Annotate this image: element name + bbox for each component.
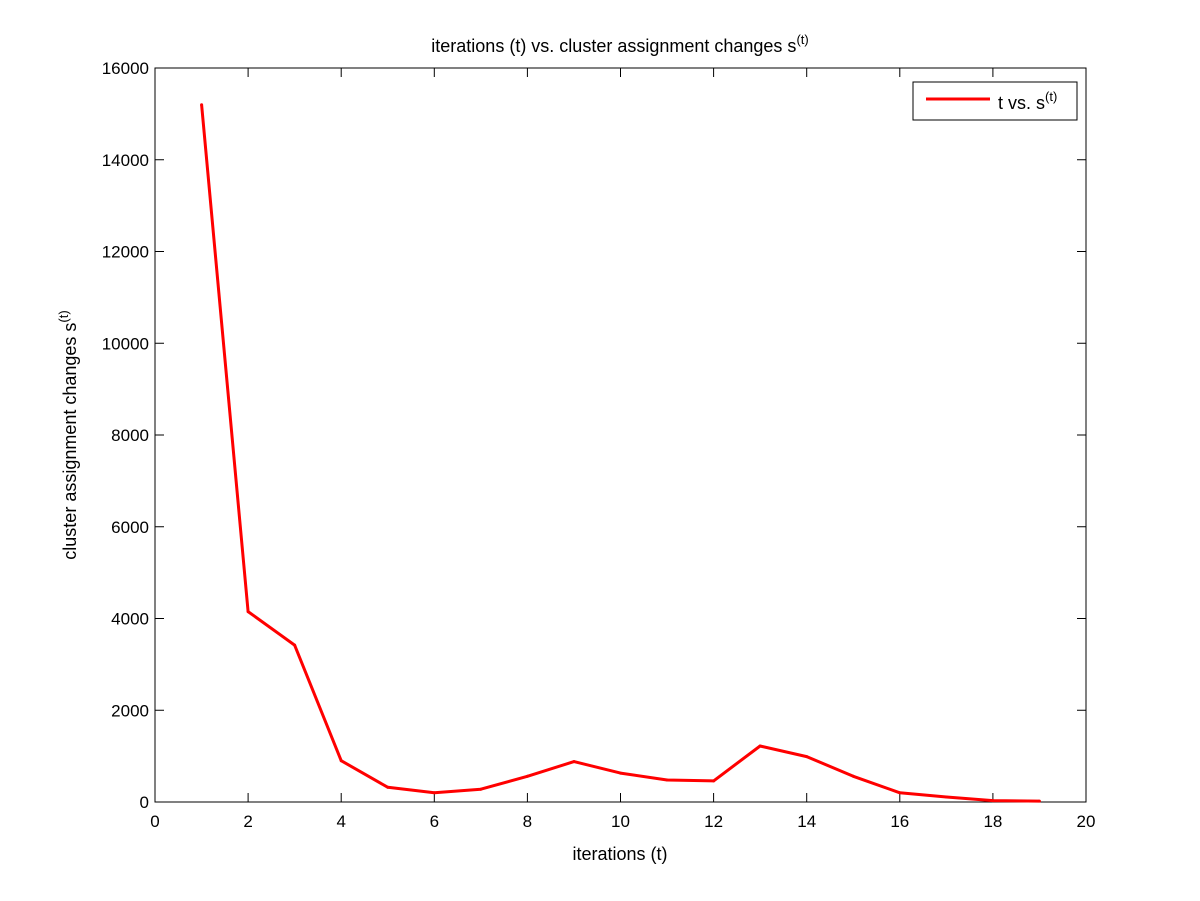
data-point: [1037, 799, 1041, 803]
data-point: [386, 785, 390, 789]
data-point: [246, 610, 250, 614]
x-tick-label: 20: [1077, 812, 1096, 831]
x-tick-label: 8: [523, 812, 532, 831]
data-point: [944, 795, 948, 799]
x-tick-label: 16: [890, 812, 909, 831]
y-tick-label: 2000: [111, 701, 149, 720]
x-tick-label: 14: [797, 812, 816, 831]
y-axis-ticks: 0 2000 4000 6000 8000 10000 12000 14000 16000: [102, 59, 1086, 812]
data-point: [339, 759, 343, 763]
y-axis-title-text: cluster assignment changes s: [60, 323, 80, 560]
legend-box: [912, 81, 1078, 121]
y-tick-label: 10000: [102, 334, 149, 353]
y-tick-label: 16000: [102, 59, 149, 78]
y-tick-label: 4000: [111, 610, 149, 629]
data-point: [991, 799, 995, 803]
y-tick-label: 12000: [102, 243, 149, 262]
data-point: [758, 744, 762, 748]
data-point: [851, 774, 855, 778]
data-point: [665, 778, 669, 782]
legend: t vs. s(t): [912, 81, 1078, 121]
x-tick-label: 10: [611, 812, 630, 831]
x-tick-label: 0: [150, 812, 159, 831]
x-tick-label: 4: [336, 812, 345, 831]
data-point: [200, 103, 204, 107]
data-point: [805, 755, 809, 759]
x-tick-label: 6: [430, 812, 439, 831]
x-tick-label: 2: [243, 812, 252, 831]
y-tick-label: 8000: [111, 426, 149, 445]
data-point: [572, 760, 576, 764]
x-tick-label: 18: [983, 812, 1002, 831]
data-point: [619, 771, 622, 775]
data-point: [293, 643, 297, 647]
chart-title: iterations (t) vs. cluster assignment ch…: [431, 32, 808, 56]
y-tick-label: 0: [140, 793, 149, 812]
legend-label: t vs. s(t): [998, 89, 1057, 113]
y-tick-label: 14000: [102, 151, 149, 170]
y-axis-title-superscript: (t): [56, 310, 71, 322]
series-layer: [200, 103, 1041, 803]
data-point: [479, 787, 483, 791]
data-point: [712, 779, 716, 783]
data-point: [898, 791, 902, 795]
legend-label-text: t vs. s: [998, 93, 1045, 113]
legend-label-superscript: (t): [1045, 89, 1057, 104]
y-axis-title: cluster assignment changes s(t): [56, 310, 80, 559]
x-tick-label: 12: [704, 812, 723, 831]
data-point: [525, 774, 529, 778]
x-axis-ticks: 0 2 4 6 8 10 12 14 16 18 20: [150, 68, 1095, 831]
chart-title-superscript: (t): [796, 32, 808, 47]
chart-title-text: iterations (t) vs. cluster assignment ch…: [431, 36, 796, 56]
y-tick-label: 6000: [111, 518, 149, 537]
data-point: [432, 791, 436, 795]
plot-area: [154, 67, 1087, 803]
x-axis-title: iterations (t): [572, 844, 667, 864]
